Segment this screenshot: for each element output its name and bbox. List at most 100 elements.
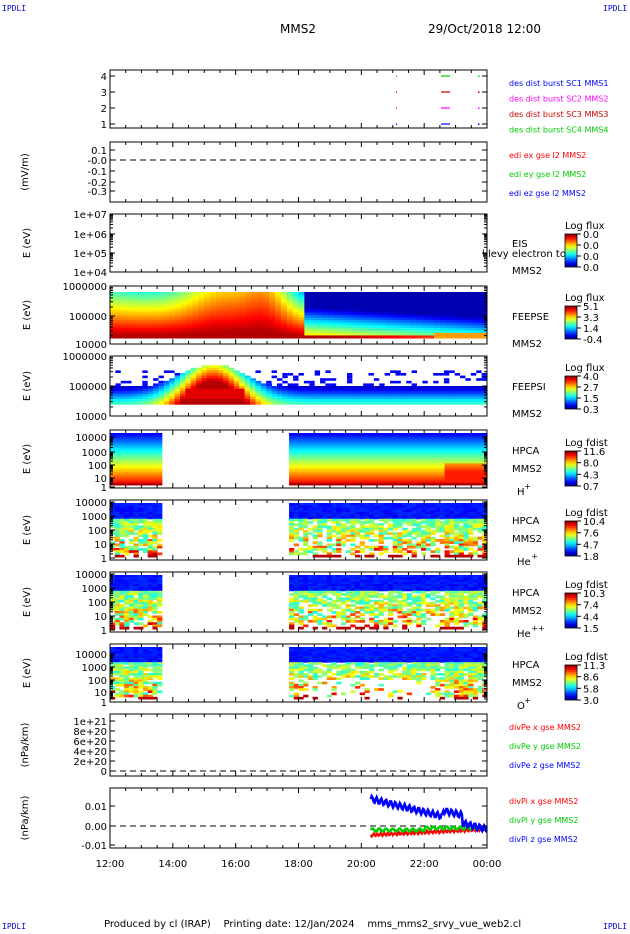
feepse-cell (186, 325, 193, 329)
hpca_h-cell (350, 474, 356, 477)
feepse-cell (386, 322, 394, 326)
feepse-cell (257, 309, 264, 313)
hpca_h-cell (472, 446, 479, 449)
feepse-cell (457, 309, 464, 313)
hpca_he2-cell (124, 593, 130, 596)
hpca_he1-cell (110, 509, 116, 513)
feepsi-cell (233, 383, 240, 387)
hpca_he2-cell (124, 595, 130, 598)
hpca_he1-cell (138, 514, 144, 517)
feepse-cell (363, 332, 370, 336)
hpca_h-cell (312, 482, 318, 486)
feepse-cell (416, 322, 423, 326)
hpca_he1-cell (392, 505, 398, 508)
feepse-cell (133, 297, 140, 301)
hpca_h-cell (317, 482, 323, 486)
feepse-cell (386, 315, 394, 319)
hpca_he1-cell (157, 521, 163, 524)
hpca_h-cell (416, 454, 422, 458)
hpca_he2-cell (124, 590, 130, 594)
feepse-cell (327, 312, 335, 316)
feepsi-cell (384, 391, 391, 395)
burst-y-tick-label: 4 (101, 72, 107, 83)
hpca_h-cell (402, 478, 408, 482)
feepse-cell (375, 315, 382, 319)
feepse-cell (239, 297, 246, 301)
feepsi-cell (276, 393, 283, 397)
feepse-cell (145, 322, 152, 326)
hpca_he2-cell (128, 611, 135, 614)
feepse-cell (422, 307, 429, 311)
hpca_h-cell (303, 461, 309, 464)
feepsi-cell (400, 388, 407, 392)
hpca_h-cell (142, 480, 149, 484)
hpca_h-cell (350, 439, 356, 443)
feepse-cell (251, 322, 258, 326)
hpca_he1-cell (425, 514, 431, 517)
hpca_h-cell (439, 474, 446, 477)
feepsi-cell (443, 391, 450, 395)
hpca_h-cell (468, 437, 474, 440)
feepse-cell (186, 322, 193, 326)
feepse-cell (375, 322, 382, 326)
hpca_h-cell (430, 482, 436, 486)
feepsi-cell (368, 399, 375, 403)
hpca_h-cell (307, 463, 314, 466)
feepse-cell (416, 325, 423, 329)
feepse-cell (304, 307, 311, 311)
hpca_h-cell (147, 452, 153, 456)
hpca_he1-cell (312, 548, 318, 551)
feepse-cell (469, 322, 476, 326)
hpca_h-cell (373, 482, 380, 486)
feepse-cell (304, 315, 311, 319)
feepsi-cell (196, 396, 203, 400)
hpca_he1-cell (345, 503, 351, 506)
hpca_h-cell (416, 480, 422, 484)
hpca_h-cell (388, 472, 394, 475)
hpca_he1-cell (147, 512, 153, 515)
feepse-cell (174, 294, 182, 298)
hpca_h-cell (307, 441, 314, 445)
feepse-cell (351, 320, 358, 324)
hpca_h-cell (289, 437, 295, 440)
feepsi-cell (309, 383, 315, 386)
hpca_he1-cell (124, 521, 130, 524)
feepse-cell (428, 297, 435, 301)
hpca_h-cell (124, 443, 130, 447)
feepse-cell (151, 312, 158, 316)
feepse-cell (404, 332, 411, 336)
hpca_h-cell (350, 476, 356, 479)
feepsi-cell (460, 393, 466, 397)
hpca_h-cell (454, 476, 460, 479)
feepse-cell (322, 325, 329, 329)
feepsi-cell (336, 386, 343, 390)
feepsi-cell (223, 388, 229, 392)
feepse-cell (457, 292, 464, 296)
feepse-cell (404, 327, 411, 331)
hpca_h-cell (152, 469, 158, 473)
feepsi-cell (217, 375, 224, 379)
feepse-cell (239, 302, 246, 306)
hpca_h-cell (326, 441, 332, 445)
hpca_h-cell (336, 467, 342, 471)
hpca_h-cell (444, 467, 450, 471)
feepsi-cell (309, 401, 316, 405)
feepsi-cell (185, 393, 192, 397)
feepse-cell (186, 330, 193, 334)
hpca_h-cell (444, 456, 450, 460)
feepse-cell (380, 317, 388, 321)
feepsi-cell (174, 378, 181, 382)
hpca_h-cell (124, 467, 130, 471)
hpca_h-cell (421, 450, 427, 453)
hpca_he1-cell (373, 503, 380, 506)
feepse-cell (345, 312, 353, 316)
hpca_h-cell (133, 472, 139, 475)
hpca_he1-cell (364, 516, 370, 520)
hpca_h-cell (350, 456, 356, 460)
hpca_he1-cell (392, 518, 398, 522)
hpca_he1-cell (119, 516, 125, 520)
hpca_h-cell (397, 463, 403, 466)
hpca_h-cell (355, 461, 361, 464)
hpca_he2-cell (114, 611, 120, 614)
hpca_he1-cell (142, 505, 149, 508)
